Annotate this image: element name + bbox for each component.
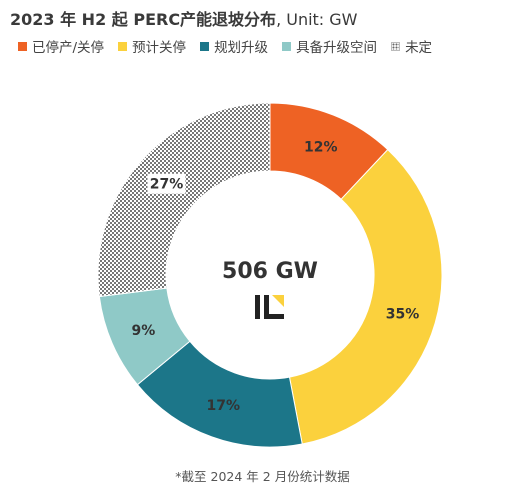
donut-slice-labels: 12% 35% 17% 9% 27% bbox=[131, 140, 419, 414]
donut-slice-label-1: 35% bbox=[386, 307, 420, 323]
legend-item-3: 具备升级空间 bbox=[282, 36, 377, 56]
legend-item-4: 未定 bbox=[391, 36, 432, 56]
donut-slice-label-3: 9% bbox=[131, 323, 155, 339]
donut-slice-label-2: 17% bbox=[206, 398, 240, 414]
legend-swatch-2 bbox=[200, 41, 210, 51]
donut-slice-label-0: 12% bbox=[304, 140, 338, 156]
legend-swatch-1 bbox=[118, 41, 128, 51]
chart-title-main: 2023 年 H2 起 PERC产能退坡分布 bbox=[10, 10, 277, 29]
footnote: *截至 2024 年 2 月份统计数据 bbox=[175, 469, 350, 484]
legend-swatch-3 bbox=[282, 41, 292, 51]
donut-slices bbox=[97, 102, 443, 448]
legend-item-0: 已停产/关停 bbox=[18, 36, 104, 56]
legend-label-3: 具备升级空间 bbox=[296, 40, 378, 56]
donut-slice-4 bbox=[97, 102, 271, 298]
legend-swatch-4 bbox=[391, 41, 401, 51]
chart-title: 2023 年 H2 起 PERC产能退坡分布, Unit: GW bbox=[10, 6, 358, 30]
legend-label-0: 已停产/关停 bbox=[32, 40, 105, 56]
legend-label-4: 未定 bbox=[405, 40, 433, 56]
legend-swatch-0 bbox=[18, 41, 27, 51]
donut-center-label: 506 GW bbox=[222, 259, 318, 284]
legend-label-1: 预计关停 bbox=[132, 40, 187, 56]
legend-item-2: 规划升级 bbox=[200, 36, 268, 56]
legend-label-2: 规划升级 bbox=[214, 40, 269, 56]
donut-slice-1 bbox=[288, 148, 443, 445]
chart-title-unit: , Unit: GW bbox=[276, 10, 358, 29]
donut-slice-label-bg-4 bbox=[147, 173, 186, 194]
il-logo-icon bbox=[255, 295, 284, 319]
donut-slice-label-4: 27% bbox=[150, 177, 184, 193]
chart-legend: 已停产/关停 预计关停 规划升级 具备升级空间 未定 bbox=[18, 36, 432, 56]
legend-item-1: 预计关停 bbox=[118, 36, 186, 56]
